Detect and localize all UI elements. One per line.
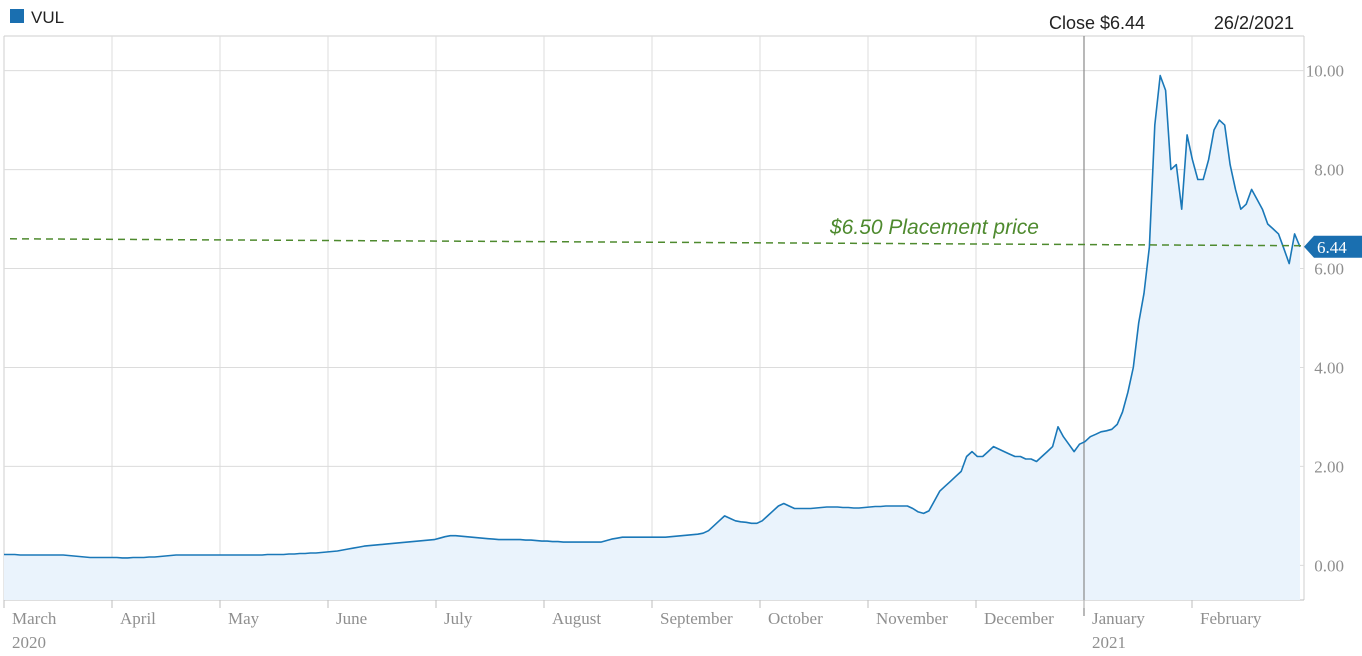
x-tick-label: April: [120, 609, 156, 628]
x-tick-year-label: 2021: [1092, 633, 1126, 652]
x-tick-label: December: [984, 609, 1054, 628]
x-tick-label: November: [876, 609, 948, 628]
x-tick-label: September: [660, 609, 733, 628]
x-axis: March 2020 April May June July August September…: [3, 600, 1262, 652]
y-tick-label: 6.00: [1314, 260, 1344, 279]
x-tick-label: August: [552, 609, 601, 628]
x-tick-label: January: [1092, 609, 1145, 628]
close-date-label: 26/2/2021: [1214, 13, 1294, 33]
placement-price-line: [9, 238, 1315, 247]
x-tick-label: February: [1200, 609, 1262, 628]
y-tick-label: 0.00: [1314, 556, 1344, 575]
y-axis: 0.00 2.00 4.00 6.00 8.00 10.00: [1306, 62, 1344, 576]
x-tick-label: March: [12, 609, 57, 628]
x-tick-label: June: [336, 609, 367, 628]
x-tick-label: October: [768, 609, 823, 628]
legend-label: VUL: [31, 8, 64, 27]
close-price-label: Close $6.44: [1049, 13, 1145, 33]
x-tick-year-label: 2020: [12, 633, 46, 652]
series-line-vul: [4, 74, 1301, 559]
y-tick-label: 8.00: [1314, 161, 1344, 180]
last-value-badge: 6.44: [1304, 235, 1362, 258]
y-tick-label: 2.00: [1314, 457, 1344, 476]
legend-swatch: [10, 9, 24, 23]
x-tick-label: May: [228, 609, 260, 628]
y-tick-label: 4.00: [1314, 358, 1344, 377]
last-value-badge-shape: [1304, 235, 1362, 258]
series-area: [4, 75, 1300, 601]
placement-price-label: $6.50 Placement price: [829, 216, 1039, 239]
last-value-text: 6.44: [1317, 238, 1347, 257]
x-tick-label: July: [444, 609, 473, 628]
y-tick-label: 10.00: [1306, 62, 1344, 81]
